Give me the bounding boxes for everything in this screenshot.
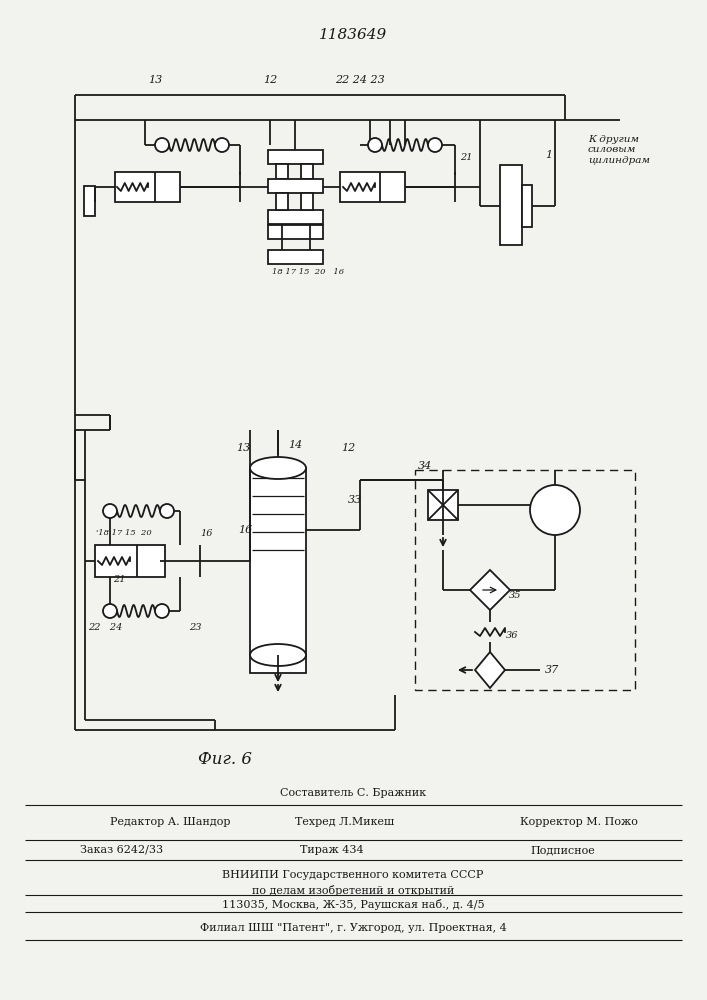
Text: Техред Л.Микеш: Техред Л.Микеш — [295, 817, 395, 827]
Circle shape — [368, 138, 382, 152]
Bar — [115, 172, 180, 202]
Text: 14: 14 — [288, 440, 302, 450]
Text: 1: 1 — [545, 150, 552, 160]
Text: К другим
силовым
цилиндрам: К другим силовым цилиндрам — [588, 135, 650, 165]
Bar — [268, 150, 323, 164]
Bar — [95, 545, 165, 577]
Text: 22   24: 22 24 — [88, 624, 122, 633]
Text: ВНИИПИ Государственного комитета СССР: ВНИИПИ Государственного комитета СССР — [222, 870, 484, 880]
Bar — [276, 193, 288, 210]
Bar — [301, 193, 313, 210]
Text: Тираж 434: Тираж 434 — [300, 845, 363, 855]
Bar — [428, 490, 458, 520]
Circle shape — [160, 504, 174, 518]
Text: Корректор М. Пожо: Корректор М. Пожо — [520, 817, 638, 827]
Text: 36: 36 — [506, 631, 518, 640]
Polygon shape — [470, 570, 510, 610]
Bar — [500, 165, 522, 245]
Circle shape — [103, 504, 117, 518]
Polygon shape — [475, 652, 505, 688]
Text: 33: 33 — [348, 495, 362, 505]
Bar — [268, 179, 323, 193]
Circle shape — [103, 604, 117, 618]
Bar — [250, 468, 306, 673]
Text: 113035, Москва, Ж-35, Раушская наб., д. 4/5: 113035, Москва, Ж-35, Раушская наб., д. … — [222, 900, 484, 910]
Text: 34: 34 — [418, 461, 432, 471]
Bar — [268, 250, 323, 264]
Bar — [301, 164, 313, 179]
Ellipse shape — [250, 644, 306, 666]
Text: 18 17 15  20   16: 18 17 15 20 16 — [272, 268, 344, 276]
Text: Составитель С. Бражник: Составитель С. Бражник — [280, 788, 426, 798]
Circle shape — [155, 604, 169, 618]
Ellipse shape — [250, 457, 306, 479]
Bar — [340, 172, 405, 202]
Text: 21: 21 — [460, 153, 472, 162]
Text: 37: 37 — [545, 665, 559, 675]
Bar — [522, 185, 532, 227]
Circle shape — [215, 138, 229, 152]
Text: 22 24 23: 22 24 23 — [335, 75, 385, 85]
Text: 12: 12 — [263, 75, 277, 85]
Text: Фиг. 6: Фиг. 6 — [198, 752, 252, 768]
Text: 13: 13 — [236, 443, 250, 453]
Text: 35: 35 — [509, 590, 521, 599]
Text: по делам изобретений и открытий: по делам изобретений и открытий — [252, 884, 454, 896]
Text: 12: 12 — [341, 443, 355, 453]
Circle shape — [155, 138, 169, 152]
Bar — [415, 470, 635, 690]
Text: Редактор А. Шандор: Редактор А. Шандор — [110, 817, 230, 827]
Text: 13: 13 — [148, 75, 162, 85]
Bar — [268, 225, 323, 239]
Text: Заказ 6242/33: Заказ 6242/33 — [80, 845, 163, 855]
Bar — [84, 186, 95, 216]
Text: 21: 21 — [113, 576, 126, 584]
Bar — [268, 210, 323, 224]
Circle shape — [530, 485, 580, 535]
Text: 16: 16 — [200, 528, 213, 538]
Text: 1183649: 1183649 — [319, 28, 387, 42]
Text: Филиал ШШ "Патент", г. Ужгород, ул. Проектная, 4: Филиал ШШ "Патент", г. Ужгород, ул. Прое… — [199, 923, 506, 933]
Bar — [276, 164, 288, 179]
Circle shape — [428, 138, 442, 152]
Text: 23: 23 — [189, 624, 201, 633]
Text: Подписное: Подписное — [530, 845, 595, 855]
Text: 16: 16 — [238, 525, 252, 535]
Text: '18 17 15  20: '18 17 15 20 — [96, 529, 152, 537]
